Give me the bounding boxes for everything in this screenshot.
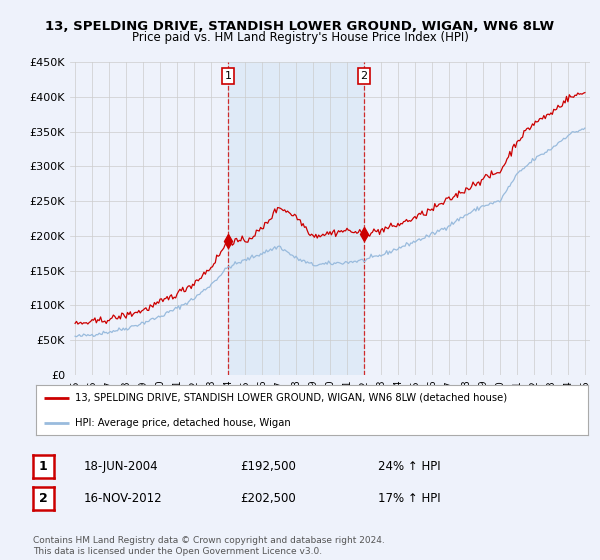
Text: 18-JUN-2004: 18-JUN-2004 xyxy=(84,460,158,473)
Text: 1: 1 xyxy=(39,460,48,473)
Text: 24% ↑ HPI: 24% ↑ HPI xyxy=(378,460,440,473)
Text: £202,500: £202,500 xyxy=(240,492,296,505)
Text: Price paid vs. HM Land Registry's House Price Index (HPI): Price paid vs. HM Land Registry's House … xyxy=(131,31,469,44)
Text: 2: 2 xyxy=(39,492,48,505)
Bar xyxy=(228,62,364,375)
Text: HPI: Average price, detached house, Wigan: HPI: Average price, detached house, Wiga… xyxy=(74,418,290,427)
Text: £192,500: £192,500 xyxy=(240,460,296,473)
Text: 17% ↑ HPI: 17% ↑ HPI xyxy=(378,492,440,505)
Text: 16-NOV-2012: 16-NOV-2012 xyxy=(84,492,163,505)
Text: Contains HM Land Registry data © Crown copyright and database right 2024.
This d: Contains HM Land Registry data © Crown c… xyxy=(33,536,385,556)
Text: 13, SPELDING DRIVE, STANDISH LOWER GROUND, WIGAN, WN6 8LW: 13, SPELDING DRIVE, STANDISH LOWER GROUN… xyxy=(46,20,554,32)
Text: 1: 1 xyxy=(224,71,232,81)
Text: 13, SPELDING DRIVE, STANDISH LOWER GROUND, WIGAN, WN6 8LW (detached house): 13, SPELDING DRIVE, STANDISH LOWER GROUN… xyxy=(74,393,507,403)
Text: 2: 2 xyxy=(361,71,368,81)
